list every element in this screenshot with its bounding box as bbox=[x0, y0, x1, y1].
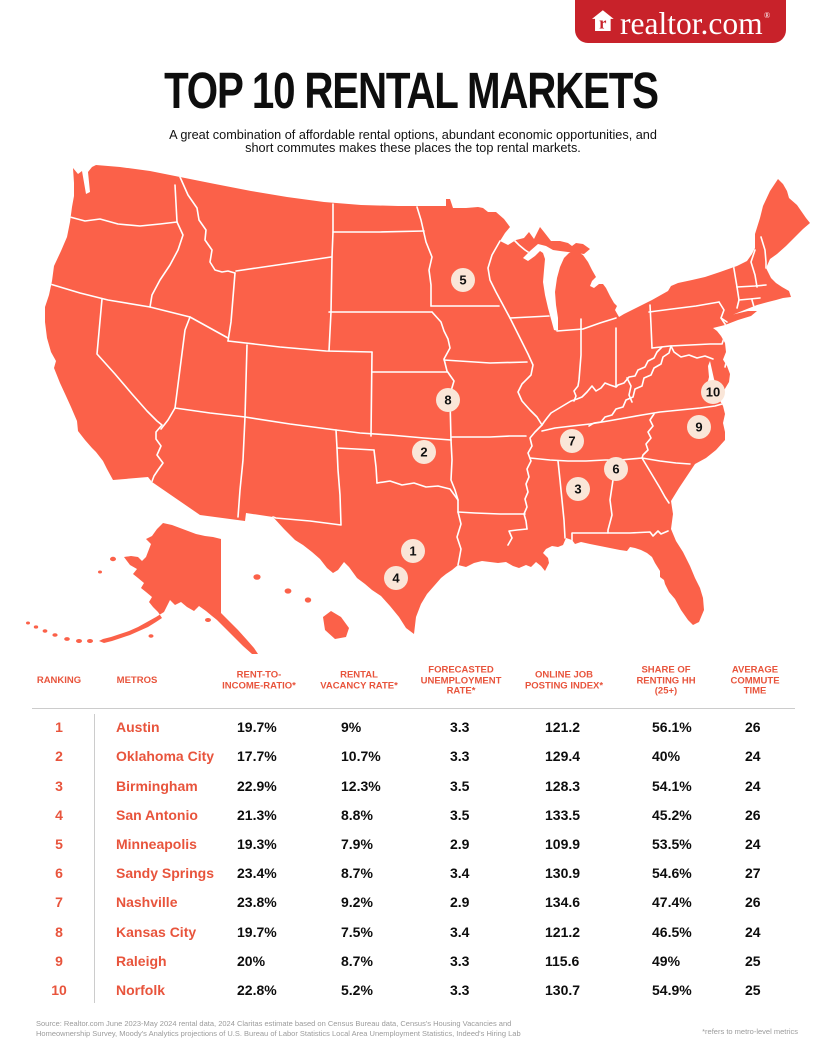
svg-text:3: 3 bbox=[574, 482, 581, 497]
svg-text:6: 6 bbox=[612, 462, 619, 477]
svg-text:5: 5 bbox=[459, 273, 466, 288]
svg-text:4: 4 bbox=[392, 571, 400, 586]
svg-text:r: r bbox=[599, 13, 606, 32]
svg-text:2: 2 bbox=[420, 445, 427, 460]
svg-text:1: 1 bbox=[409, 544, 416, 559]
svg-text:9: 9 bbox=[695, 420, 702, 435]
svg-text:10: 10 bbox=[706, 385, 720, 400]
svg-text:7: 7 bbox=[568, 434, 575, 449]
svg-text:8: 8 bbox=[444, 393, 451, 408]
